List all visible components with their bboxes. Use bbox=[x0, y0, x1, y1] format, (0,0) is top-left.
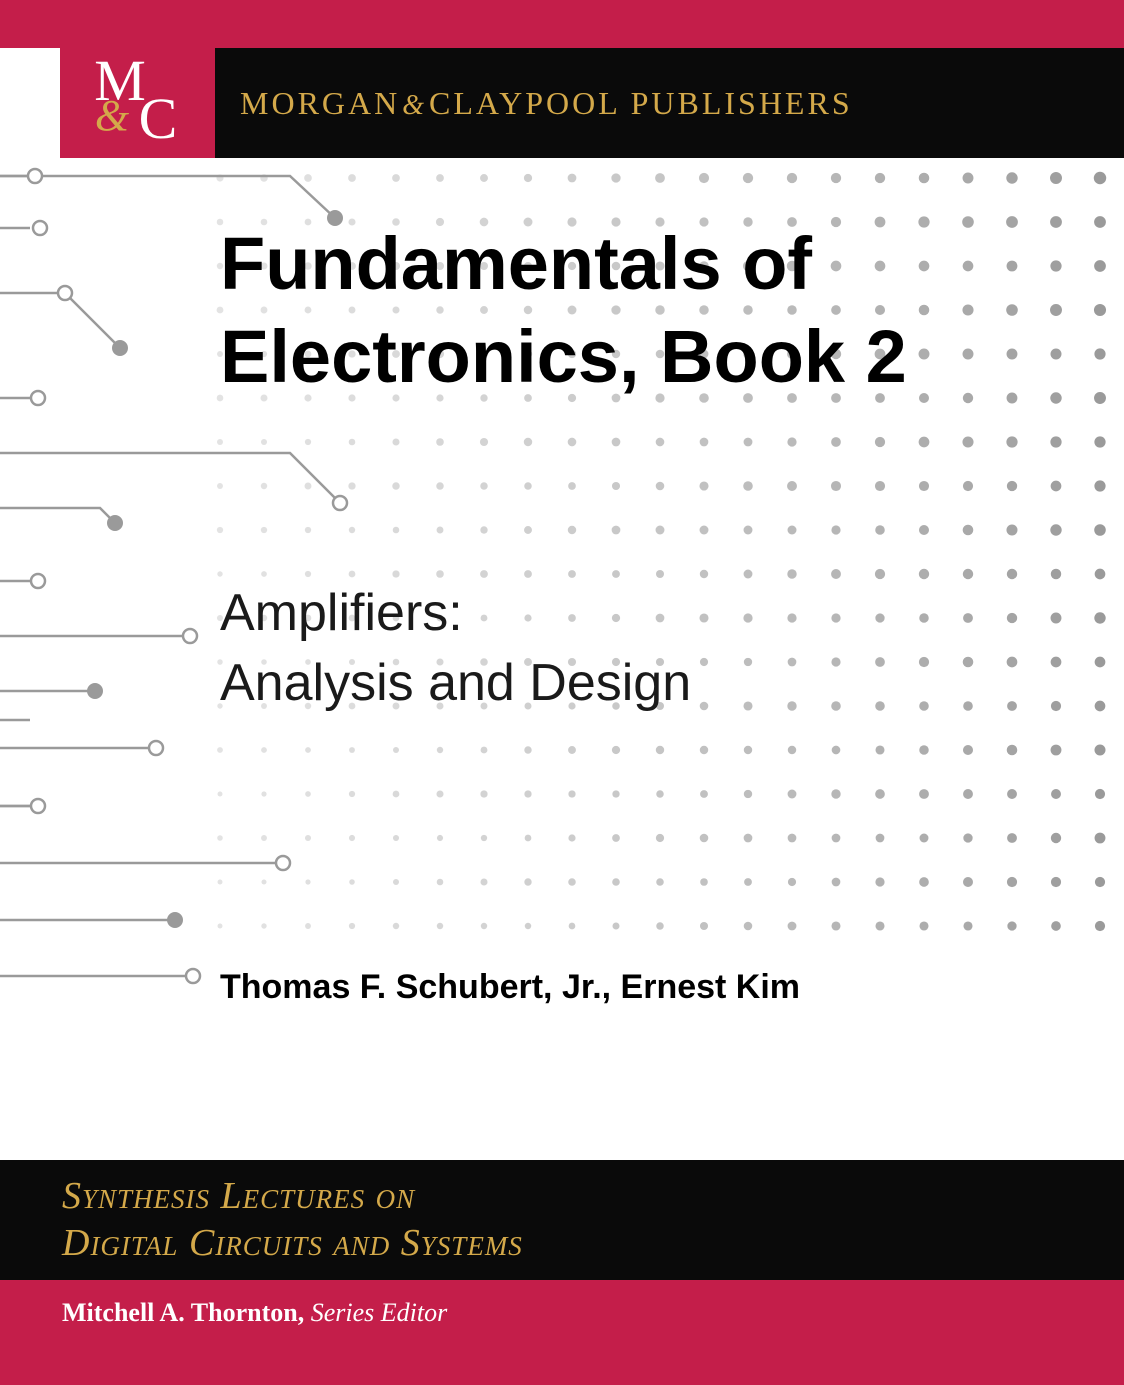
series-line-2: Digital Circuits and Systems bbox=[62, 1220, 1124, 1268]
svg-text:&: & bbox=[95, 91, 130, 140]
series-line-1: Synthesis Lectures on bbox=[62, 1173, 1124, 1221]
editor-role: Series Editor bbox=[304, 1298, 447, 1327]
publisher-ampersand: & bbox=[402, 90, 427, 121]
title-line-2: Electronics, Book 2 bbox=[220, 311, 907, 404]
svg-text:C: C bbox=[139, 86, 178, 151]
main-content-area: Fundamentals of Electronics, Book 2 Ampl… bbox=[0, 158, 1124, 1160]
mc-logo-icon: M C & bbox=[60, 48, 215, 158]
bottom-crimson-bar: Mitchell A. Thornton, Series Editor bbox=[0, 1280, 1124, 1385]
publisher-part1: MORGAN bbox=[240, 85, 400, 121]
top-crimson-bar bbox=[0, 0, 1124, 48]
series-band: Synthesis Lectures on Digital Circuits a… bbox=[0, 1160, 1124, 1280]
book-cover: MORGAN&CLAYPOOL PUBLISHERS M C & Fundame… bbox=[0, 0, 1124, 1385]
book-title: Fundamentals of Electronics, Book 2 bbox=[220, 218, 907, 403]
publisher-band: MORGAN&CLAYPOOL PUBLISHERS bbox=[60, 48, 1124, 158]
series-editor: Mitchell A. Thornton, Series Editor bbox=[62, 1298, 447, 1328]
subtitle-line-1: Amplifiers: bbox=[220, 578, 691, 648]
publisher-name: MORGAN&CLAYPOOL PUBLISHERS bbox=[240, 85, 853, 122]
publisher-part2: CLAYPOOL PUBLISHERS bbox=[429, 85, 853, 121]
editor-name: Mitchell A. Thornton, bbox=[62, 1298, 304, 1327]
book-subtitle: Amplifiers: Analysis and Design bbox=[220, 578, 691, 718]
title-line-1: Fundamentals of bbox=[220, 218, 907, 311]
authors: Thomas F. Schubert, Jr., Ernest Kim bbox=[220, 968, 800, 1007]
publisher-logo: M C & bbox=[60, 48, 215, 158]
subtitle-line-2: Analysis and Design bbox=[220, 648, 691, 718]
